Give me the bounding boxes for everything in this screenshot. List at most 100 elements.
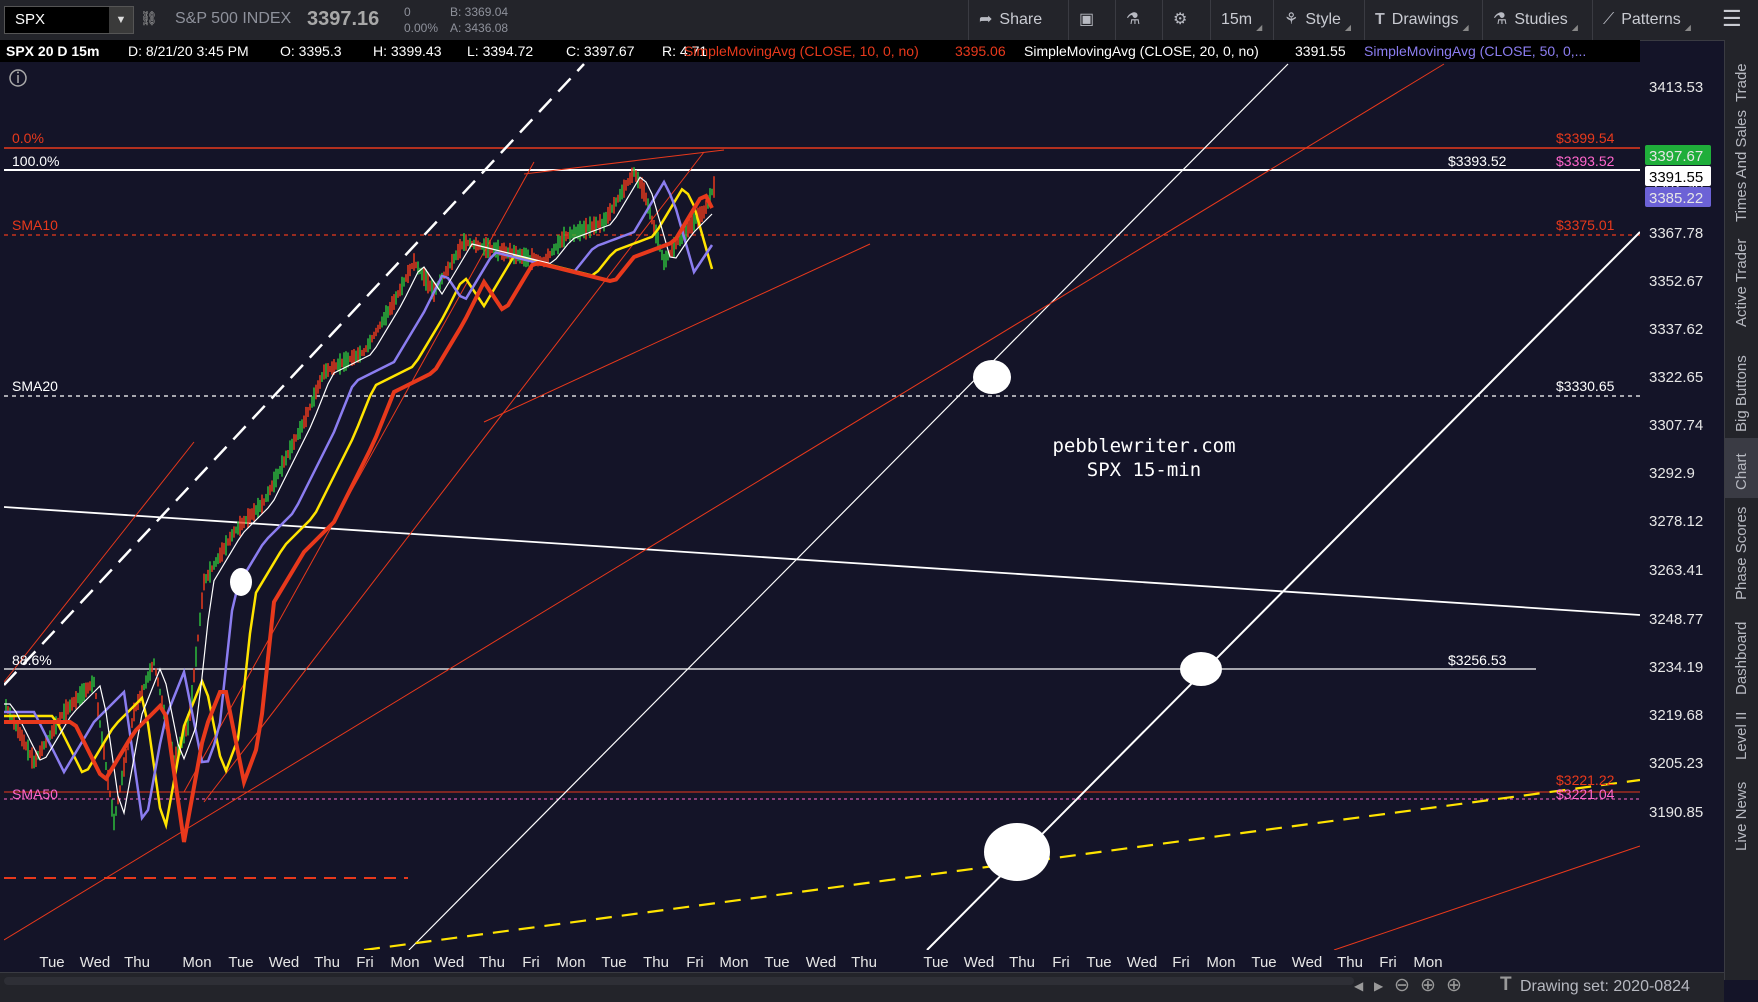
tab-big-buttons[interactable]: Big Buttons xyxy=(1733,355,1750,432)
marker-circle[interactable] xyxy=(230,568,252,596)
screenshot-button[interactable]: ▣ xyxy=(1068,0,1111,40)
marker-circle[interactable] xyxy=(984,823,1050,881)
sma20-label[interactable]: SimpleMovingAvg (CLOSE, 20, 0, no) xyxy=(1024,43,1259,59)
caret-icon: ◢ xyxy=(1571,23,1578,32)
caret-icon: ◢ xyxy=(1684,23,1691,32)
price-axis-label: 3352.67 xyxy=(1649,273,1703,290)
sma10-level-label: SMA10 xyxy=(12,217,58,233)
price-chart[interactable]: 0.0% 100.0% SMA10 SMA20 88.6% SMA50 $339… xyxy=(4,62,1724,972)
price-bars xyxy=(5,167,715,831)
zoom-out-icon[interactable]: ⊖ xyxy=(1394,975,1410,996)
drawings-button[interactable]: T Drawings ◢ xyxy=(1364,0,1479,40)
watermark-site: pebblewriter.com xyxy=(1052,435,1235,457)
time-axis-label: Mon xyxy=(556,954,585,971)
time-axis-label: Tue xyxy=(923,954,948,971)
red-fan-2[interactable] xyxy=(483,243,871,423)
marker-circle[interactable] xyxy=(973,360,1011,394)
yellow-ma-line[interactable] xyxy=(4,187,714,830)
style-button[interactable]: ⚘ Style ◢ xyxy=(1273,0,1361,40)
chevron-down-icon[interactable]: ▼ xyxy=(109,7,133,33)
marker-circle[interactable] xyxy=(1180,652,1222,686)
red-fan-7[interactable] xyxy=(523,149,725,175)
price-axis-label: 3234.19 xyxy=(1649,659,1703,676)
flask-button[interactable]: ⚗ xyxy=(1115,0,1157,40)
info-icon[interactable] xyxy=(9,69,27,87)
red-fan-4[interactable] xyxy=(4,441,195,683)
sma20-level-value: $3330.65 xyxy=(1556,378,1615,394)
time-axis-label: Tue xyxy=(764,954,789,971)
patterns-button[interactable]: ⟋ Patterns ◢ xyxy=(1592,0,1701,40)
fib886-label: 88.6% xyxy=(12,652,52,668)
sma50-label[interactable]: SimpleMovingAvg (CLOSE, 50, 0,... xyxy=(1364,43,1587,59)
sma20-badge: 3391.55 xyxy=(1645,166,1711,186)
time-axis-label: Tue xyxy=(601,954,626,971)
sma20-line[interactable] xyxy=(4,176,713,816)
tab-times-and-sales[interactable]: Times And Sales xyxy=(1733,110,1750,222)
fib100-value: $3393.52 xyxy=(1448,153,1507,169)
tab-phase-scores[interactable]: Phase Scores xyxy=(1733,506,1750,600)
symbol-selector[interactable]: SPX ▼ xyxy=(4,6,134,34)
horizontal-scrollbar[interactable] xyxy=(4,977,1354,985)
price-axis-label: 3263.41 xyxy=(1649,562,1703,579)
svg-text:3397.67: 3397.67 xyxy=(1649,148,1703,165)
time-axis-label: Fri xyxy=(1172,954,1190,971)
sma50-line[interactable] xyxy=(4,179,714,822)
red-fan-5[interactable] xyxy=(183,161,535,793)
change-stack: 0 0.00% xyxy=(404,4,438,36)
scroll-left-icon[interactable]: ◀ xyxy=(1354,979,1364,993)
sma10-label[interactable]: SimpleMovingAvg (CLOSE, 10, 0, no) xyxy=(684,43,919,59)
zoom-in-icon[interactable]: ⊕ xyxy=(1446,975,1462,996)
time-axis-label: Thu xyxy=(643,954,669,971)
sma10-line[interactable] xyxy=(4,193,714,843)
menu-icon[interactable]: ☰ xyxy=(1722,6,1742,31)
time-axis-label: Thu xyxy=(314,954,340,971)
watermark-subtitle: SPX 15-min xyxy=(1087,459,1201,481)
tab-trade[interactable]: Trade xyxy=(1733,63,1750,102)
yellow-dashed-trendline[interactable] xyxy=(363,778,1641,952)
net-change: 0 xyxy=(404,5,411,19)
chart-title: SPX 20 D 15m xyxy=(6,43,100,59)
white-trendline[interactable] xyxy=(4,506,1641,616)
tab-dashboard[interactable]: Dashboard xyxy=(1733,621,1750,695)
price-axis-label: 3219.68 xyxy=(1649,707,1703,724)
fib100-label: 100.0% xyxy=(12,153,59,169)
camera-icon: ▣ xyxy=(1079,11,1095,28)
studies-button[interactable]: ⚗ Studies ◢ xyxy=(1482,0,1588,40)
sma50-level-label: SMA50 xyxy=(12,786,58,802)
time-axis-label: Tue xyxy=(1251,954,1276,971)
tab-live-news[interactable]: Live News xyxy=(1733,781,1750,851)
crosshair-center-icon[interactable]: ⊕ xyxy=(1420,975,1436,996)
share-button[interactable]: ➦ Share xyxy=(968,0,1052,40)
ask-value: A: 3436.08 xyxy=(450,21,509,35)
white-dashed-channel[interactable] xyxy=(4,63,585,686)
white-channel-2[interactable] xyxy=(926,231,1641,951)
time-axis[interactable] xyxy=(4,950,1640,972)
sma10-level-value: $3375.01 xyxy=(1556,217,1615,233)
tab-active-trader[interactable]: Active Trader xyxy=(1733,238,1750,327)
time-axis-label: Thu xyxy=(124,954,150,971)
scroll-right-icon[interactable]: ▶ xyxy=(1374,979,1384,993)
settings-button[interactable]: ⚙ xyxy=(1162,0,1204,40)
fib0-label: 0.0% xyxy=(12,130,44,146)
drawing-set-label[interactable]: Drawing set: 2020-0824 xyxy=(1520,978,1690,995)
caret-icon: ◢ xyxy=(1462,23,1469,32)
time-axis-label: Fri xyxy=(356,954,374,971)
time-axis-label: Wed xyxy=(80,954,111,971)
red-fan-1[interactable] xyxy=(4,63,1445,941)
red-fan-6[interactable] xyxy=(203,151,705,803)
bar-open: O: 3395.3 xyxy=(280,43,342,59)
bar-date: D: 8/21/20 3:45 PM xyxy=(128,43,249,59)
svg-text:3385.22: 3385.22 xyxy=(1649,190,1703,207)
time-axis-label: Tue xyxy=(228,954,253,971)
red-fan-3[interactable] xyxy=(1333,845,1641,951)
bid-value: B: 3369.04 xyxy=(450,5,509,19)
link-icon[interactable]: ⛓ xyxy=(140,10,158,26)
symbol-text[interactable]: SPX xyxy=(15,11,46,28)
text-tool-icon[interactable]: T xyxy=(1500,974,1512,995)
white-channel-1[interactable] xyxy=(408,63,1289,951)
tab-chart[interactable]: Chart xyxy=(1725,438,1758,498)
timeframe-button[interactable]: 15m ◢ xyxy=(1210,0,1272,40)
tab-level-ii[interactable]: Level II xyxy=(1733,711,1750,760)
bar-range: R: 4.71 xyxy=(662,43,708,59)
price-axis[interactable] xyxy=(1640,62,1724,950)
